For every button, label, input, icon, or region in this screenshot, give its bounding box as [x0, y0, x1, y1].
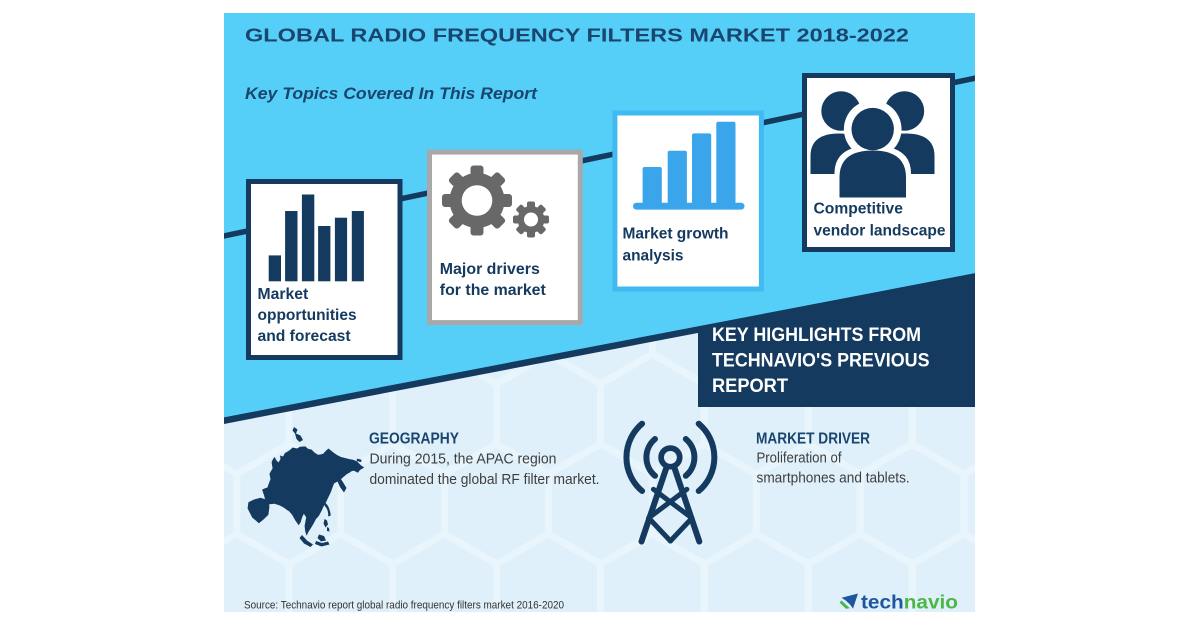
svg-text:opportunities: opportunities — [258, 307, 357, 324]
svg-text:dominated the global RF filter: dominated the global RF filter market. — [370, 471, 600, 488]
svg-text:Market growth: Market growth — [623, 226, 729, 243]
svg-text:Key Topics Covered In This Rep: Key Topics Covered In This Report — [245, 84, 538, 103]
svg-text:Market: Market — [258, 286, 309, 303]
svg-text:Competitive: Competitive — [814, 201, 903, 218]
svg-text:During 2015, the APAC region: During 2015, the APAC region — [370, 451, 557, 468]
svg-text:MARKET DRIVER: MARKET DRIVER — [756, 431, 870, 448]
svg-text:smartphones and tablets.: smartphones and tablets. — [757, 470, 910, 487]
svg-text:Proliferation of: Proliferation of — [757, 450, 843, 467]
svg-text:vendor landscape: vendor landscape — [814, 222, 946, 239]
svg-text:GLOBAL RADIO FREQUENCY FILTERS: GLOBAL RADIO FREQUENCY FILTERS MARKET 20… — [245, 25, 909, 46]
svg-text:TECHNAVIO'S PREVIOUS: TECHNAVIO'S PREVIOUS — [712, 351, 930, 372]
svg-text:REPORT: REPORT — [712, 376, 788, 397]
svg-text:for the market: for the market — [440, 282, 547, 299]
svg-text:Source: Technavio report globa: Source: Technavio report global radio fr… — [244, 600, 564, 612]
svg-text:GEOGRAPHY: GEOGRAPHY — [369, 431, 460, 448]
svg-text:and forecast: and forecast — [258, 328, 352, 345]
svg-text:Major drivers: Major drivers — [440, 261, 540, 278]
svg-text:analysis: analysis — [623, 248, 684, 265]
svg-text:KEY HIGHLIGHTS FROM: KEY HIGHLIGHTS FROM — [712, 325, 921, 346]
